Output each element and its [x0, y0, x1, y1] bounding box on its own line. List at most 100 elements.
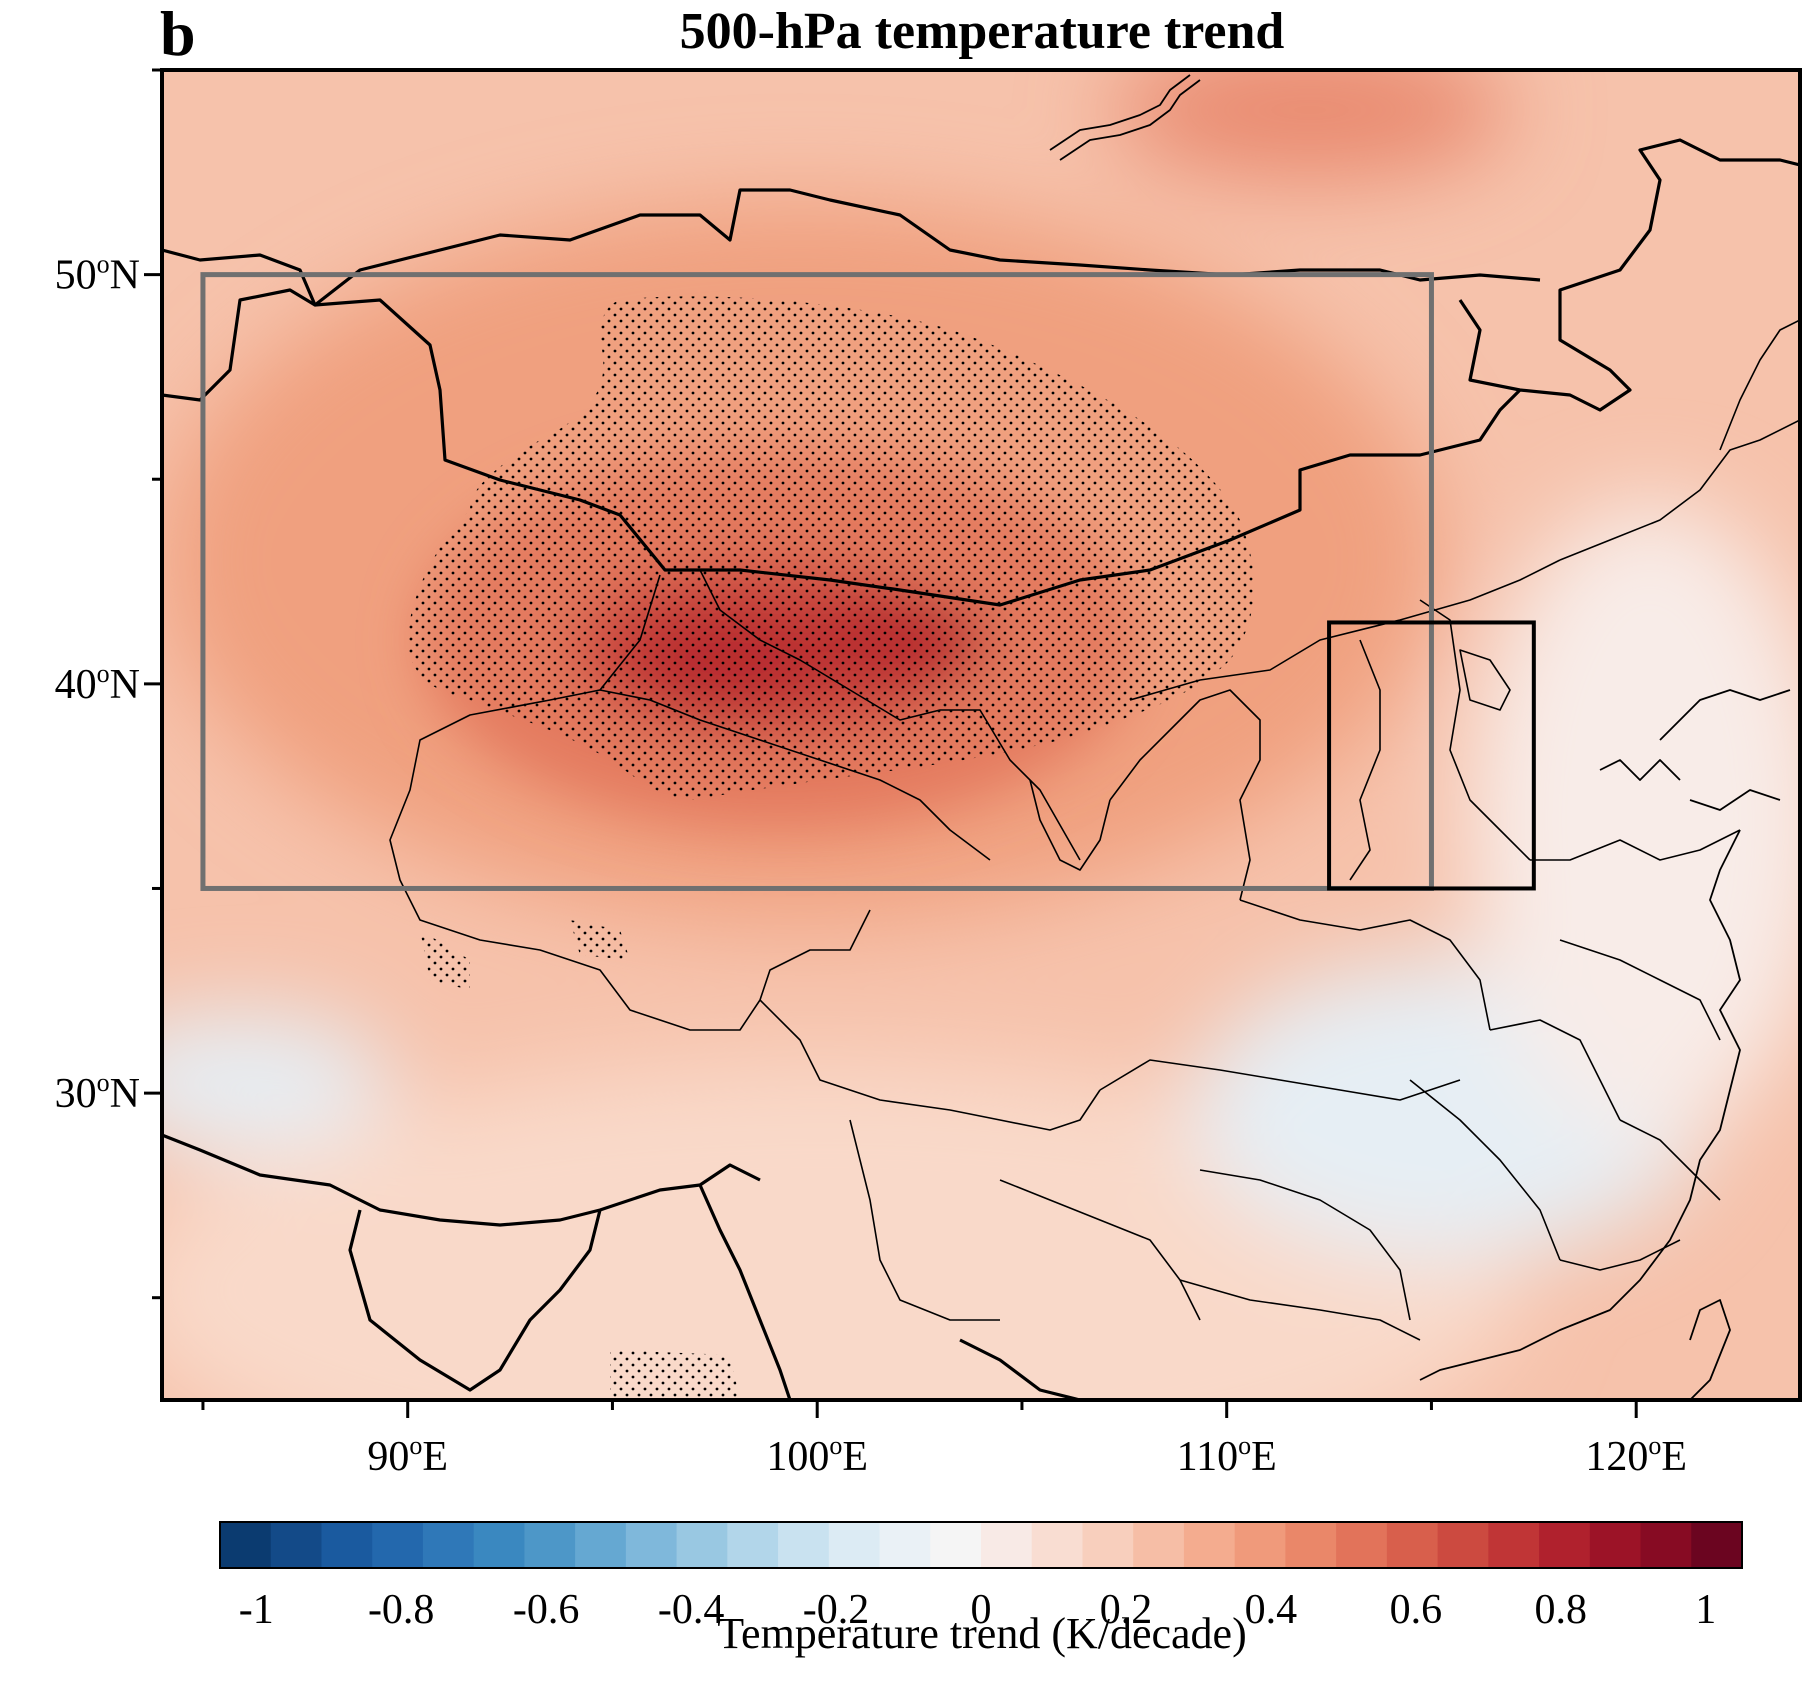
latitude-axis: 50oN 40oN 30oN	[55, 68, 162, 1300]
province-hebei	[1419, 599, 1531, 861]
colorbar-swatch	[1437, 1522, 1489, 1568]
colorbar-swatch	[1031, 1522, 1084, 1568]
colorbar-swatch	[524, 1522, 576, 1568]
province-zhejiang	[1619, 1119, 1721, 1201]
colorbar-swatch	[1183, 1522, 1236, 1568]
bohai-coast	[1599, 759, 1681, 781]
colorbar-swatch	[1133, 1522, 1185, 1568]
province-shandong	[1530, 829, 1741, 861]
lat-tick-label: 50oN	[55, 250, 140, 299]
colorbar-swatch	[473, 1522, 525, 1568]
map-frame	[160, 68, 1802, 1402]
border-india-bangladesh	[348, 1209, 602, 1392]
coastline-east-china	[1419, 689, 1791, 1381]
colorbar-title: Temperature trend (K/decade)	[717, 1609, 1247, 1658]
field-cool-west	[162, 1010, 390, 1150]
border-mongolia-russia	[162, 188, 1541, 307]
colorbar-tick-label: -0.6	[513, 1587, 580, 1633]
province-yunnan	[849, 1119, 1000, 1321]
lon-tick-label: 100oE	[766, 1431, 868, 1480]
lon-tick-label: 90oE	[367, 1431, 448, 1480]
province-shanxi	[1349, 639, 1381, 881]
colorbar-swatch	[1691, 1522, 1743, 1568]
colorbar-swatch	[778, 1522, 830, 1568]
colorbar-swatch	[1589, 1522, 1642, 1568]
colorbar-swatch	[1640, 1522, 1692, 1568]
colorbar-tick-label: 1	[1695, 1587, 1716, 1633]
colorbar-swatch	[372, 1522, 424, 1568]
colorbar-swatch	[1082, 1522, 1134, 1568]
province-shaanxi	[1109, 689, 1261, 901]
stipple-far-south	[610, 1350, 740, 1400]
border-kazakhstan	[162, 288, 316, 402]
province-hunan	[1199, 1169, 1411, 1321]
colorbar-swatch	[879, 1522, 931, 1568]
colorbar-tick-label: -0.8	[368, 1587, 435, 1633]
colorbar-swatch	[1488, 1522, 1540, 1568]
province-gansu	[699, 569, 1081, 861]
colorbar-swatch	[270, 1522, 323, 1568]
field-light-south	[162, 1060, 1520, 1400]
lat-tick-label: 40oN	[55, 659, 140, 708]
lon-tick-label: 120oE	[1585, 1431, 1687, 1480]
province-anhui	[1489, 1019, 1621, 1121]
colorbar-swatch	[1386, 1522, 1439, 1568]
province-inner-mongolia	[1129, 559, 1561, 701]
colorbar-swatch	[930, 1522, 982, 1568]
baikal-lake	[1049, 74, 1201, 161]
border-myanmar	[698, 1184, 792, 1400]
colorbar-swatch	[1336, 1522, 1388, 1568]
province-henan	[1239, 899, 1491, 1031]
field-neutral-east	[1470, 500, 1800, 1140]
border-china-mongolia	[314, 298, 1522, 607]
province-guangxi	[1179, 1279, 1421, 1341]
colorbar-swatch	[1539, 1522, 1591, 1568]
colorbar-swatch	[828, 1522, 881, 1568]
colorbar-frame	[219, 1521, 1743, 1569]
province-hubei	[1099, 1059, 1461, 1101]
colorbar-swatch	[676, 1522, 728, 1568]
colorbar	[219, 1521, 1743, 1569]
colorbar-tick-label: -0.2	[803, 1587, 870, 1633]
colorbar-tick-label: -0.4	[658, 1587, 725, 1633]
colorbar-tick-label: 0.4	[1245, 1587, 1298, 1633]
province-borders	[389, 319, 1800, 1341]
lon-tick-label: 110oE	[1177, 1431, 1277, 1480]
colorbar-swatch	[422, 1522, 475, 1568]
border-laos-vietnam	[959, 1338, 1081, 1400]
national-borders	[162, 138, 1800, 1400]
colorbar-swatch	[220, 1522, 272, 1568]
colorbar-swatch	[727, 1522, 779, 1568]
colorbar-tick-label: 0.6	[1390, 1587, 1443, 1633]
province-xinjiang	[389, 574, 871, 1031]
stipple-main	[407, 296, 1254, 800]
significance-stippling	[407, 296, 1254, 1400]
stipple-south-west	[420, 930, 470, 990]
colorbar-tick-labels: -1 -0.8 -0.6 -0.4 -0.2 0 0.2 0.4 0.6 0.8 1	[239, 1587, 1717, 1633]
province-fujian	[1559, 1239, 1681, 1271]
colorbar-swatch	[321, 1522, 373, 1568]
province-jilin	[1719, 319, 1800, 451]
province-jiangxi	[1409, 1079, 1561, 1261]
colorbar-tick-label: -1	[239, 1587, 274, 1633]
longitude-axis: 90oE 100oE 110oE 120oE	[201, 1400, 1687, 1480]
temperature-trend-field	[162, 70, 1800, 1400]
province-qinghai	[599, 689, 991, 861]
map-title: 500-hPa temperature trend	[680, 3, 1285, 60]
province-northeast	[1559, 419, 1800, 561]
colorbar-tick-label: 0.2	[1100, 1587, 1153, 1633]
province-jiangsu	[1559, 939, 1721, 1041]
colorbar-swatch	[1234, 1522, 1286, 1568]
colorbar-tick-label: 0	[971, 1587, 992, 1633]
analysis-box-gray	[200, 272, 1434, 891]
taiwan-coast	[1689, 1299, 1731, 1400]
stipple-south-mid	[570, 920, 630, 960]
analysis-box-black	[1327, 620, 1536, 891]
panel-label: b	[160, 0, 196, 69]
colorbar-swatch	[981, 1522, 1033, 1568]
province-beijing	[1459, 649, 1511, 711]
province-sichuan	[759, 999, 1101, 1131]
colorbar-tick-label: 0.8	[1535, 1587, 1588, 1633]
province-guizhou	[999, 1179, 1201, 1321]
